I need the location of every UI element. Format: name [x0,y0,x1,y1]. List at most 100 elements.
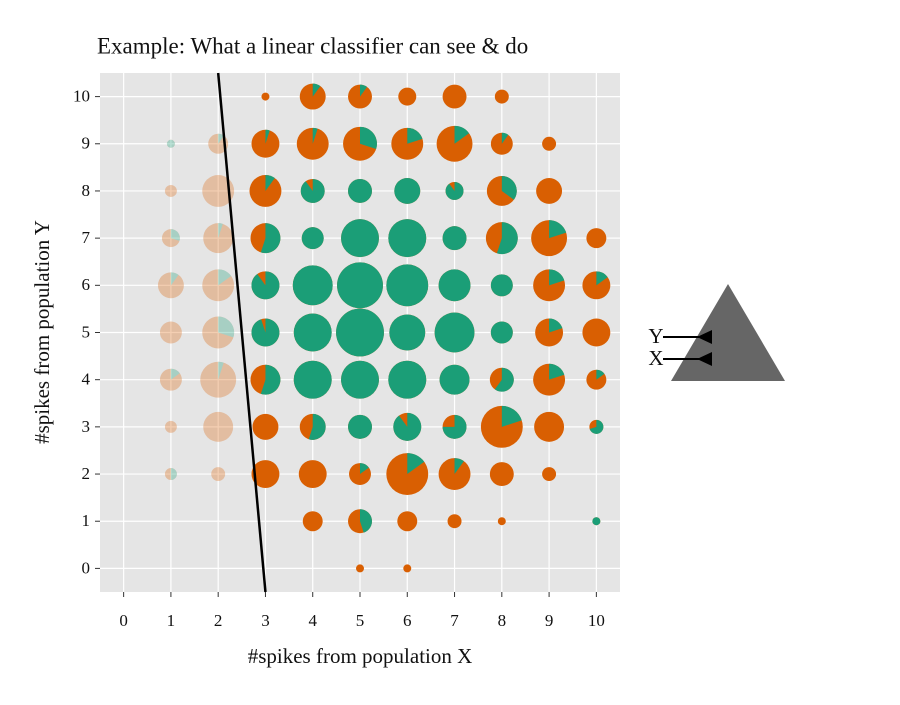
pie-base [542,136,557,151]
pie-slice [549,269,565,286]
pie [494,89,509,104]
pie [251,129,280,158]
pie [348,178,372,203]
arrow-head [697,352,712,366]
x-tick-label: 5 [356,611,365,630]
pie [442,226,467,251]
pie-slice [341,360,379,399]
pie [249,174,282,207]
pie-base [296,127,329,160]
pie [386,453,429,495]
y-tick-label: 10 [73,86,90,105]
pie [200,361,237,398]
pie-slice [407,127,423,144]
y-tick-label: 1 [82,511,91,530]
pie [438,269,471,302]
pie [534,411,565,442]
pie-slice [454,125,470,144]
pie-slice [454,458,464,475]
pie-slice [218,223,223,239]
neuron-triangle [671,284,785,381]
x-tick-label: 0 [119,611,128,630]
pie [489,367,514,392]
pie-slice [360,463,369,475]
pie [203,223,234,254]
pie-base [582,318,611,347]
input-label: X [648,346,663,370]
pie-base [251,129,280,158]
pie [490,132,513,155]
pie-slice [407,453,425,475]
pie [166,139,175,148]
pie-slice [490,321,513,344]
pie [533,269,566,302]
pie-slice [360,126,377,150]
pie [486,175,517,206]
pie-slice [341,219,379,258]
pie [349,463,371,486]
pie-slice [386,264,429,307]
pie-slice [490,274,513,297]
x-tick-label: 4 [308,611,317,630]
pie [293,360,332,399]
pie-base [159,321,182,344]
pie [394,177,421,204]
pie-slice [251,271,280,300]
pie [164,468,177,481]
pie-base [202,269,235,302]
pie-slice [501,132,509,144]
pie [535,318,564,347]
pie-slice [549,363,565,380]
pie [542,467,557,482]
pie-slice [293,360,332,399]
pie [489,462,514,487]
pie-base [251,460,280,489]
pie-base [203,411,234,442]
pie-base [536,177,563,204]
pie-base [164,184,177,197]
pie-slice [260,223,281,254]
pie [386,264,429,307]
pie-base [356,564,364,573]
x-tick-label: 9 [545,611,554,630]
pie [348,509,372,534]
pie-base [249,174,282,207]
pie-base [302,511,323,532]
pie-slice [348,414,372,439]
pie-slice [445,181,464,200]
pie [159,368,182,391]
pie [442,84,467,109]
pie-base [442,84,467,109]
pie-base [164,468,177,481]
y-tick-label: 3 [82,417,91,436]
pie-slice [251,318,280,347]
pie [301,227,324,250]
pie-slice [300,178,325,203]
pie-base [490,132,513,155]
pie-base [211,467,226,482]
y-tick-label: 5 [82,322,91,341]
y-tick-label: 0 [82,558,91,577]
x-tick-label: 7 [450,611,459,630]
pie [202,316,235,349]
x-axis-title: #spikes from population X [248,644,473,668]
pie [388,219,427,258]
y-tick-label: 6 [82,275,91,294]
pie [542,136,557,151]
pie-slice [501,175,517,200]
pie [536,177,563,204]
pie-base [398,87,417,106]
pie [250,223,281,254]
pie-slice [394,177,421,204]
pie [388,360,427,399]
pie [251,318,280,347]
pie [348,414,372,439]
pie-base [403,564,412,573]
pie [341,219,379,258]
pie [397,511,418,532]
x-tick-label: 1 [167,611,176,630]
pie-slice [388,219,427,258]
pie-base [202,174,235,207]
pie-slice [218,361,224,380]
pie [589,419,604,434]
